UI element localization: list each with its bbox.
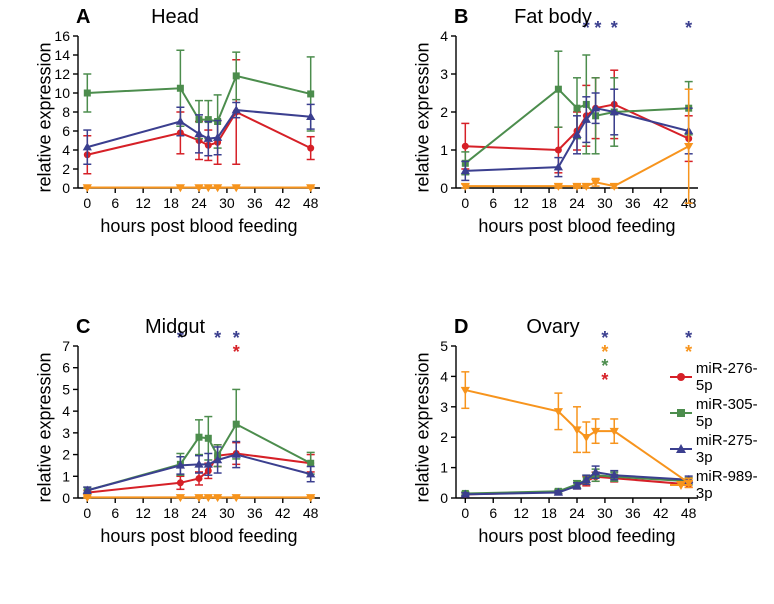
panel-ovary: 0123450612182430364248******OvaryDrelati… xyxy=(398,310,708,590)
panel-title: Fat body xyxy=(398,6,708,29)
panel-letter: C xyxy=(76,316,90,339)
svg-text:*: * xyxy=(601,370,608,390)
svg-text:6: 6 xyxy=(62,360,70,376)
svg-text:30: 30 xyxy=(219,195,235,211)
svg-text:36: 36 xyxy=(625,505,641,521)
svg-text:1: 1 xyxy=(440,142,448,158)
y-axis-label: relative expression xyxy=(413,343,434,503)
svg-text:18: 18 xyxy=(163,195,179,211)
svg-text:42: 42 xyxy=(653,505,669,521)
svg-text:12: 12 xyxy=(54,66,70,82)
panel-letter: A xyxy=(76,6,90,29)
panel-letter: D xyxy=(454,316,468,339)
svg-text:4: 4 xyxy=(62,142,70,158)
svg-text:14: 14 xyxy=(54,47,70,63)
x-axis-label: hours post blood feeding xyxy=(456,526,698,547)
svg-text:42: 42 xyxy=(275,505,291,521)
svg-text:18: 18 xyxy=(163,505,179,521)
svg-text:36: 36 xyxy=(247,505,263,521)
svg-text:0: 0 xyxy=(83,195,91,211)
legend-item: miR-305-5p xyxy=(670,396,774,430)
svg-text:18: 18 xyxy=(541,505,557,521)
svg-text:18: 18 xyxy=(541,195,557,211)
x-axis-label: hours post blood feeding xyxy=(456,216,698,237)
legend-label: miR-305-5p xyxy=(696,396,774,430)
svg-text:24: 24 xyxy=(191,505,207,521)
legend-label: miR-989-3p xyxy=(696,468,774,502)
svg-text:0: 0 xyxy=(461,195,469,211)
svg-text:0: 0 xyxy=(83,505,91,521)
legend-item: miR-276-5p xyxy=(670,360,774,394)
svg-text:3: 3 xyxy=(62,425,70,441)
svg-text:24: 24 xyxy=(191,195,207,211)
svg-text:42: 42 xyxy=(275,195,291,211)
svg-text:3: 3 xyxy=(440,66,448,82)
legend-label: miR-276-5p xyxy=(696,360,774,394)
svg-text:48: 48 xyxy=(303,505,319,521)
svg-text:4: 4 xyxy=(440,368,448,384)
svg-text:36: 36 xyxy=(247,195,263,211)
panel-title: Midgut xyxy=(20,316,330,339)
svg-text:12: 12 xyxy=(513,505,529,521)
svg-text:6: 6 xyxy=(62,123,70,139)
svg-text:2: 2 xyxy=(62,447,70,463)
svg-text:*: * xyxy=(233,342,240,362)
svg-text:24: 24 xyxy=(569,505,585,521)
svg-text:42: 42 xyxy=(653,195,669,211)
legend-item: miR-275-3p xyxy=(670,432,774,466)
svg-text:12: 12 xyxy=(135,195,151,211)
svg-text:48: 48 xyxy=(681,505,697,521)
svg-text:0: 0 xyxy=(440,180,448,196)
y-axis-label: relative expression xyxy=(35,343,56,503)
svg-text:0: 0 xyxy=(62,180,70,196)
y-axis-label: relative expression xyxy=(35,33,56,193)
svg-text:6: 6 xyxy=(489,195,497,211)
panel-title: Head xyxy=(20,6,330,29)
svg-text:6: 6 xyxy=(111,195,119,211)
legend-label: miR-275-3p xyxy=(696,432,774,466)
panel-head: 02468101214160612182430364248HeadArelati… xyxy=(20,0,330,280)
svg-text:36: 36 xyxy=(625,195,641,211)
legend-item: miR-989-3p xyxy=(670,468,774,502)
x-axis-label: hours post blood feeding xyxy=(78,526,320,547)
svg-text:5: 5 xyxy=(440,338,448,354)
svg-text:24: 24 xyxy=(569,195,585,211)
svg-text:2: 2 xyxy=(62,161,70,177)
svg-text:4: 4 xyxy=(440,28,448,44)
svg-text:30: 30 xyxy=(597,195,613,211)
svg-text:8: 8 xyxy=(62,104,70,120)
svg-text:5: 5 xyxy=(62,381,70,397)
svg-text:30: 30 xyxy=(597,505,613,521)
panel-fatbody: 012340612182430364248****Fat bodyBrelati… xyxy=(398,0,708,280)
svg-text:7: 7 xyxy=(62,338,70,354)
panel-letter: B xyxy=(454,6,468,29)
svg-text:2: 2 xyxy=(440,104,448,120)
svg-text:48: 48 xyxy=(303,195,319,211)
svg-text:1: 1 xyxy=(440,460,448,476)
panel-midgut: 012345670612182430364248****MidgutCrelat… xyxy=(20,310,330,590)
svg-text:30: 30 xyxy=(219,505,235,521)
svg-text:10: 10 xyxy=(54,85,70,101)
svg-text:1: 1 xyxy=(62,468,70,484)
y-axis-label: relative expression xyxy=(413,33,434,193)
svg-text:12: 12 xyxy=(135,505,151,521)
svg-text:12: 12 xyxy=(513,195,529,211)
panel-title: Ovary xyxy=(398,316,708,339)
svg-text:*: * xyxy=(685,342,692,362)
svg-text:2: 2 xyxy=(440,429,448,445)
svg-text:6: 6 xyxy=(489,505,497,521)
svg-text:6: 6 xyxy=(111,505,119,521)
x-axis-label: hours post blood feeding xyxy=(78,216,320,237)
svg-text:4: 4 xyxy=(62,403,70,419)
svg-text:3: 3 xyxy=(440,399,448,415)
svg-text:0: 0 xyxy=(440,490,448,506)
svg-text:0: 0 xyxy=(461,505,469,521)
legend: miR-276-5pmiR-305-5pmiR-275-3pmiR-989-3p xyxy=(670,360,774,504)
svg-text:0: 0 xyxy=(62,490,70,506)
svg-text:16: 16 xyxy=(54,28,70,44)
